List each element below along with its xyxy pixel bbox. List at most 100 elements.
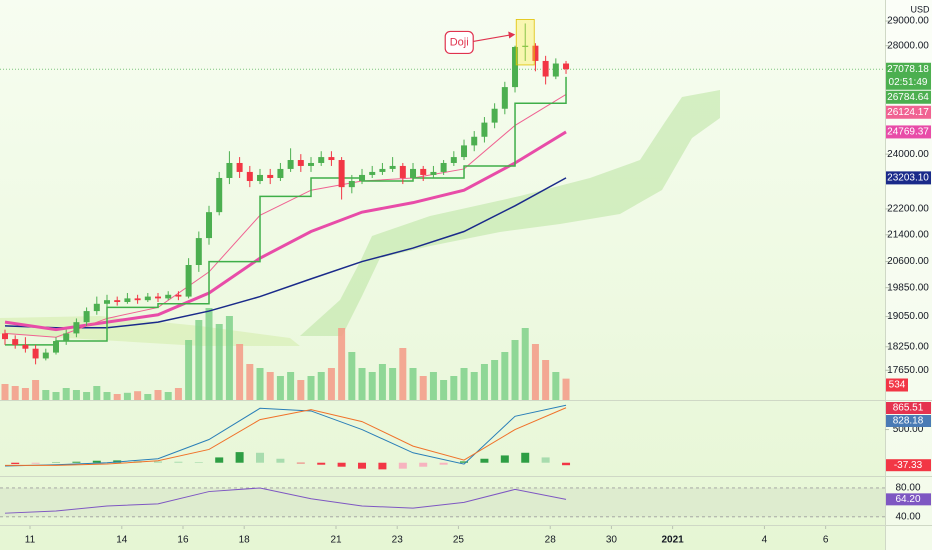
volume-bar (368, 372, 376, 400)
macd-histogram-bar (31, 462, 40, 464)
volume-bar (348, 352, 356, 400)
macd-histogram-bar (358, 462, 367, 469)
x-tick-label: 11 (25, 535, 36, 546)
candle-body (389, 165, 396, 169)
macd-tag-label: 865.51 (893, 403, 924, 414)
volume-tag (886, 378, 908, 392)
candle-body (53, 341, 60, 353)
volume-bar (72, 390, 80, 400)
candle-body (420, 168, 427, 175)
indicator-line (4, 94, 567, 338)
candle-body (206, 212, 213, 239)
rsi-tag-label: 64.20 (895, 494, 920, 505)
volume-bar (409, 368, 417, 400)
x-tick-label: 6 (823, 535, 829, 546)
macd-line (4, 404, 567, 467)
candle-body (104, 300, 111, 304)
price-panel: Doji (0, 19, 885, 400)
candle-body (532, 45, 539, 61)
macd-line (4, 407, 567, 466)
candle-body (410, 168, 417, 178)
macd-histogram-bar (419, 462, 428, 467)
candle-body (430, 171, 437, 175)
candle-body (246, 171, 253, 182)
volume-bar (134, 391, 142, 400)
volume-bar (399, 348, 407, 400)
y-tick-label: 21400.00 (887, 229, 929, 240)
price-tag (886, 90, 931, 104)
macd-histogram-bar (460, 461, 469, 463)
candle-body (175, 294, 182, 297)
volume-bar (11, 386, 19, 400)
macd-histogram-bar (521, 452, 530, 463)
candle-body (124, 298, 131, 302)
x-tick-label: 21 (330, 535, 342, 546)
y-tick-label: 20600.00 (887, 256, 929, 267)
candle-body (155, 296, 162, 299)
volume-bar (1, 384, 9, 400)
candle-body (1, 333, 8, 340)
y-tick-label: 28000.00 (887, 40, 929, 51)
volume-bar (562, 378, 570, 400)
volume-bar (42, 390, 50, 400)
volume-bar (205, 308, 213, 400)
volume-bar (317, 372, 325, 400)
macd-histogram-bar (562, 462, 571, 466)
macd-histogram-bar (500, 455, 509, 463)
volume-bar (144, 394, 152, 400)
macd-histogram-bar (541, 457, 550, 463)
volume-bar (236, 344, 244, 400)
macd-tag-label: -37.33 (894, 460, 923, 471)
volume-bar (378, 364, 386, 400)
macd-histogram-bar (480, 458, 489, 463)
volume-bar (429, 372, 437, 400)
volume-bar (440, 380, 448, 400)
macd-histogram-bar (378, 462, 387, 470)
volume-bar (552, 372, 560, 400)
volume-bar (358, 368, 366, 400)
y-tick-label: 18250.00 (887, 341, 929, 352)
x-tick-label: 18 (239, 535, 251, 546)
volume-bar (93, 386, 101, 400)
candle-body (379, 168, 386, 172)
candle-body (522, 45, 529, 47)
volume-bar (246, 364, 254, 400)
rsi-band (0, 487, 885, 517)
volume-bar (480, 364, 488, 400)
volume-bar (511, 340, 519, 400)
volume-bar (419, 376, 427, 400)
macd-histogram-bar (235, 452, 244, 463)
volume-bar (327, 368, 335, 400)
y-tick-label: 40.00 (895, 511, 920, 522)
volume-bar (103, 392, 111, 400)
macd-histogram-bar (174, 461, 183, 463)
candle-body (226, 162, 233, 178)
indicator-line (4, 130, 567, 332)
volume-bar (389, 368, 397, 400)
cloud-shape (300, 90, 720, 336)
countdown: 02:51:49 (889, 77, 928, 88)
macd-tag (886, 415, 931, 427)
candle-body (73, 322, 80, 334)
volume-bar (542, 360, 550, 400)
volume-bar (21, 388, 29, 400)
macd-tag (886, 402, 931, 414)
candle-body (257, 174, 264, 182)
annotation-arrowhead (508, 31, 516, 39)
price-tag (886, 125, 931, 139)
macd-histogram-bar (215, 457, 224, 463)
candle-body (563, 63, 570, 70)
candle-body (165, 294, 172, 299)
candle-body (22, 344, 29, 349)
candle-body (512, 46, 519, 88)
x-tick-label: 28 (545, 535, 557, 546)
annotation-box (444, 30, 474, 55)
candle-body (328, 157, 335, 161)
volume-bar (52, 392, 60, 400)
price-tag (886, 105, 931, 119)
candle-body (471, 136, 478, 146)
x-tick-label: 25 (453, 535, 465, 546)
rsi-tag (886, 493, 931, 506)
volume-bar (113, 394, 121, 400)
